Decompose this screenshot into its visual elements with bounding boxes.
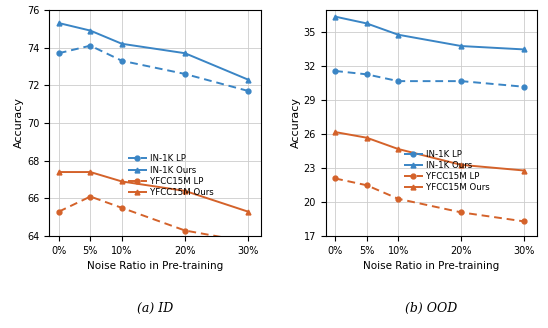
- Legend: IN-1K LP, IN-1K Ours, YFCC15M LP, YFCC15M Ours: IN-1K LP, IN-1K Ours, YFCC15M LP, YFCC15…: [404, 150, 490, 193]
- Text: (a) ID: (a) ID: [137, 302, 173, 315]
- Legend: IN-1K LP, IN-1K Ours, YFCC15M LP, YFCC15M Ours: IN-1K LP, IN-1K Ours, YFCC15M LP, YFCC15…: [128, 154, 214, 197]
- Text: (b) OOD: (b) OOD: [405, 302, 458, 315]
- X-axis label: Noise Ratio in Pre-training: Noise Ratio in Pre-training: [363, 261, 499, 272]
- Y-axis label: Accuracy: Accuracy: [14, 97, 24, 149]
- Y-axis label: Accuracy: Accuracy: [291, 97, 301, 149]
- X-axis label: Noise Ratio in Pre-training: Noise Ratio in Pre-training: [87, 261, 223, 272]
